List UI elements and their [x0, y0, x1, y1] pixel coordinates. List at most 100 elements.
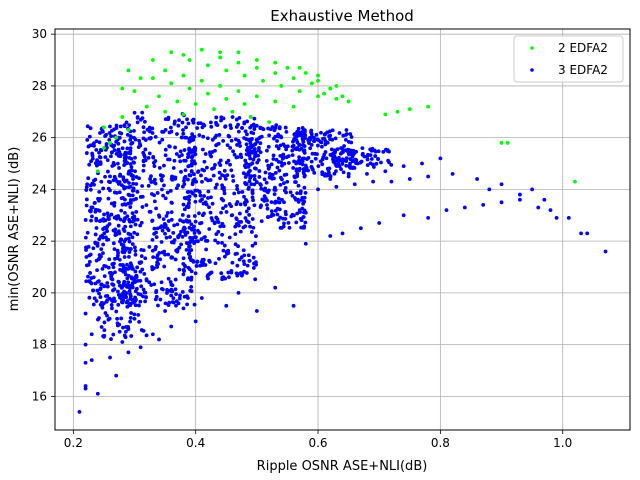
point-3-edfa2 — [199, 221, 204, 225]
point-2-edfa2 — [297, 89, 302, 93]
point-3-edfa2 — [149, 174, 153, 179]
point-3-edfa2 — [372, 165, 376, 169]
point-3-edfa2 — [115, 253, 120, 258]
point-3-edfa2 — [245, 263, 250, 268]
point-2-edfa2 — [102, 146, 106, 150]
point-2-edfa2 — [236, 60, 241, 65]
point-3-edfa2 — [262, 177, 267, 182]
point-3-edfa2 — [110, 282, 115, 287]
point-3-edfa2 — [344, 128, 349, 132]
point-3-edfa2 — [202, 194, 206, 198]
point-3-edfa2 — [97, 150, 101, 155]
point-3-edfa2 — [127, 289, 132, 293]
point-3-edfa2 — [286, 220, 291, 225]
point-3-edfa2 — [112, 148, 117, 153]
point-3-edfa2 — [291, 143, 296, 148]
point-3-edfa2 — [190, 236, 195, 240]
point-3-edfa2 — [155, 255, 159, 260]
point-2-edfa2 — [114, 135, 119, 140]
point-3-edfa2 — [268, 127, 273, 132]
point-3-edfa2 — [186, 252, 191, 256]
point-3-edfa2 — [128, 224, 133, 229]
point-3-edfa2 — [292, 174, 297, 179]
point-3-edfa2 — [224, 303, 229, 308]
point-3-edfa2 — [517, 197, 522, 202]
point-3-edfa2 — [339, 167, 343, 171]
point-3-edfa2 — [320, 162, 325, 167]
point-3-edfa2 — [251, 149, 256, 153]
point-3-edfa2 — [166, 276, 171, 281]
point-3-edfa2 — [163, 153, 168, 158]
point-3-edfa2 — [214, 215, 219, 220]
point-3-edfa2 — [102, 334, 106, 339]
point-3-edfa2 — [338, 151, 343, 156]
axis-ticks: 0.2 0.4 0.6 0.8 1.0 16 18 20 22 24 26 28 30 — [32, 27, 573, 450]
point-3-edfa2 — [253, 241, 258, 246]
point-3-edfa2 — [294, 180, 298, 185]
point-3-edfa2 — [200, 213, 205, 218]
point-2-edfa2 — [187, 86, 192, 91]
point-3-edfa2 — [269, 162, 274, 167]
point-3-edfa2 — [328, 152, 333, 157]
point-3-edfa2 — [307, 141, 311, 146]
point-3-edfa2 — [93, 232, 98, 237]
point-3-edfa2 — [167, 130, 172, 135]
point-2-edfa2 — [254, 94, 259, 99]
point-3-edfa2 — [197, 230, 202, 235]
point-3-edfa2 — [554, 215, 559, 220]
point-3-edfa2 — [309, 142, 314, 147]
point-3-edfa2 — [312, 170, 317, 175]
point-3-edfa2 — [236, 190, 241, 195]
point-2-edfa2 — [157, 94, 161, 99]
point-3-edfa2 — [160, 187, 164, 192]
point-3-edfa2 — [120, 300, 125, 305]
point-3-edfa2 — [244, 137, 249, 141]
point-3-edfa2 — [133, 269, 138, 274]
point-3-edfa2 — [197, 133, 202, 138]
point-3-edfa2 — [376, 157, 380, 161]
point-3-edfa2 — [277, 125, 282, 130]
point-2-edfa2 — [322, 91, 327, 96]
point-3-edfa2 — [220, 186, 225, 191]
point-3-edfa2 — [309, 130, 313, 135]
point-3-edfa2 — [184, 241, 189, 245]
point-2-edfa2 — [426, 104, 431, 109]
point-3-edfa2 — [333, 136, 338, 141]
point-3-edfa2 — [253, 154, 257, 159]
point-3-edfa2 — [316, 187, 320, 192]
point-3-edfa2 — [135, 265, 140, 270]
point-3-edfa2 — [193, 199, 198, 204]
point-3-edfa2 — [187, 248, 192, 252]
point-3-edfa2 — [294, 220, 299, 225]
point-3-edfa2 — [209, 195, 213, 200]
point-3-edfa2 — [100, 305, 105, 310]
point-3-edfa2 — [377, 221, 382, 225]
point-3-edfa2 — [118, 217, 123, 222]
point-3-edfa2 — [114, 309, 119, 314]
point-2-edfa2 — [316, 73, 320, 78]
point-3-edfa2 — [91, 275, 96, 280]
x-tick-label: 1.0 — [553, 436, 572, 450]
point-3-edfa2 — [84, 263, 89, 268]
point-3-edfa2 — [180, 234, 185, 239]
point-3-edfa2 — [92, 141, 96, 146]
point-3-edfa2 — [86, 144, 91, 149]
point-3-edfa2 — [112, 215, 117, 220]
point-3-edfa2 — [125, 304, 130, 309]
point-3-edfa2 — [94, 139, 99, 144]
point-3-edfa2 — [346, 171, 351, 176]
point-3-edfa2 — [203, 200, 208, 205]
point-3-edfa2 — [144, 295, 148, 300]
point-3-edfa2 — [141, 125, 146, 130]
point-3-edfa2 — [244, 199, 249, 204]
point-3-edfa2 — [213, 185, 218, 190]
point-3-edfa2 — [275, 165, 280, 170]
point-3-edfa2 — [95, 268, 99, 273]
point-3-edfa2 — [181, 256, 186, 261]
x-tick-label: 0.4 — [186, 436, 205, 450]
point-3-edfa2 — [128, 146, 133, 151]
point-3-edfa2 — [284, 129, 289, 134]
point-3-edfa2 — [105, 281, 110, 285]
point-3-edfa2 — [103, 311, 108, 315]
point-3-edfa2 — [236, 290, 241, 295]
